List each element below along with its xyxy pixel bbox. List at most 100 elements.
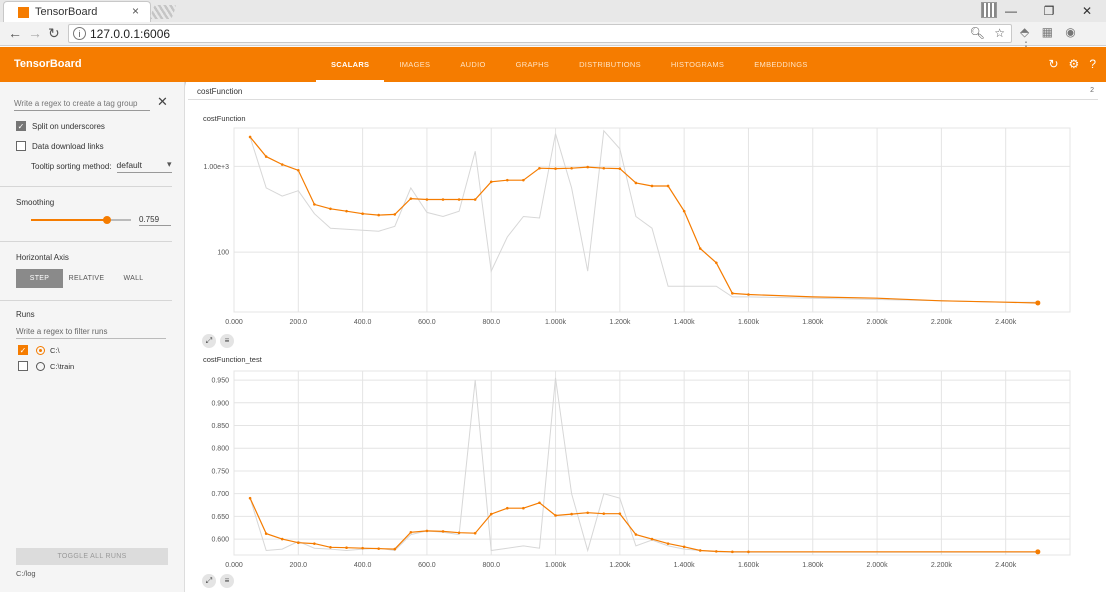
y-tick-label: 0.600 <box>211 537 229 544</box>
data-point <box>280 163 284 166</box>
reload-page-icon[interactable]: ↻ <box>48 25 60 41</box>
data-point <box>747 550 750 554</box>
smoothing-slider[interactable] <box>31 216 131 224</box>
data-point <box>409 197 413 200</box>
fullscreen-icon[interactable]: ⤢ <box>202 334 216 348</box>
profile-icon[interactable] <box>981 2 997 18</box>
tab-scalars[interactable]: SCALARS <box>316 47 385 82</box>
log-scale-toggle-icon[interactable]: ≡ <box>220 334 234 348</box>
tab-embeddings[interactable]: EMBEDDINGS <box>754 60 808 69</box>
browser-tab[interactable]: TensorBoard × <box>3 1 151 22</box>
reload-icon[interactable]: ↻ <box>1048 57 1059 71</box>
data-point <box>345 546 348 550</box>
x-tick-label: 800.0 <box>482 319 500 326</box>
cost-function-test-chart[interactable]: 0.000 200.0 400.0 600.0 800.0 1.000k 1.200k 1.4… <box>186 365 1076 570</box>
data-point <box>489 512 493 516</box>
data-point <box>522 178 525 182</box>
data-point <box>634 181 638 185</box>
data-point <box>297 541 300 545</box>
browser-toolbar: ← → ↻ i 127.0.0.1:6006 🔍︎ ☆ ⬘ ▦ ◉ ⋮ <box>0 22 1106 53</box>
info-icon[interactable]: i <box>73 27 86 40</box>
main-content: costFunction 2 costFunction 0.000 200.0 40… <box>186 82 1106 592</box>
zoom-icon[interactable]: 🔍︎ <box>969 26 985 40</box>
chart-title: costFunction <box>203 114 246 123</box>
new-tab-button[interactable] <box>149 5 177 19</box>
tab-images[interactable]: IMAGES <box>399 60 431 69</box>
run-radio[interactable] <box>36 361 45 371</box>
address-bar[interactable]: i 127.0.0.1:6006 🔍︎ ☆ <box>68 24 1012 43</box>
category-header[interactable]: costFunction 2 <box>188 86 1098 100</box>
run-item[interactable]: C:\train <box>18 361 74 371</box>
data-point <box>248 496 252 500</box>
data-point <box>602 166 606 170</box>
tab-distributions[interactable]: DISTRIBUTIONS <box>579 60 641 69</box>
smoothing-slider-knob[interactable] <box>102 216 111 224</box>
bookmark-star-icon[interactable]: ☆ <box>994 26 1005 40</box>
clear-regex-icon[interactable]: ✕ <box>157 94 168 109</box>
split-underscores-option[interactable]: ✓ Split on underscores <box>16 121 105 131</box>
data-point <box>1035 300 1041 306</box>
download-links-option[interactable]: Data download links <box>16 141 104 151</box>
url-text[interactable]: 127.0.0.1:6006 <box>90 27 171 41</box>
back-icon[interactable]: ← <box>8 25 22 41</box>
divider <box>0 186 172 187</box>
data-point <box>650 537 654 541</box>
run-checkbox[interactable]: ✓ <box>18 345 28 355</box>
cost-function-chart[interactable]: 0.000 200.0 400.0 600.0 800.0 1.000k 1.200k 1.4… <box>186 122 1076 327</box>
maximize-icon[interactable]: ❐ <box>1043 4 1055 18</box>
forward-icon[interactable]: → <box>28 25 42 41</box>
extension-puzzle-icon[interactable]: ⬘ <box>1020 25 1030 39</box>
smoothed-series-line <box>249 497 1038 553</box>
data-point <box>329 545 332 549</box>
data-point <box>457 198 461 201</box>
fullscreen-icon[interactable]: ⤢ <box>202 574 216 588</box>
data-point <box>554 167 557 170</box>
window-controls: — ❐ ✕ <box>992 0 1106 22</box>
x-tick-label: 1.000k <box>545 319 567 326</box>
minimize-icon[interactable]: — <box>1005 4 1017 18</box>
data-point <box>682 209 686 213</box>
x-tick-label: 200.0 <box>290 562 308 569</box>
axis-relative-button[interactable]: RELATIVE <box>68 275 105 282</box>
data-point <box>570 512 573 516</box>
run-item[interactable]: ✓ C:\ <box>18 345 60 355</box>
tag-regex-input[interactable] <box>14 97 150 111</box>
tab-histograms[interactable]: HISTOGRAMS <box>670 60 725 69</box>
data-point <box>473 198 477 201</box>
data-point <box>698 247 702 250</box>
log-scale-toggle-icon[interactable]: ≡ <box>220 574 234 588</box>
x-tick-label: 1.800k <box>802 319 824 326</box>
toggle-all-runs-button[interactable]: TOGGLE ALL RUNS <box>16 548 168 565</box>
tab-graphs[interactable]: GRAPHS <box>515 60 550 69</box>
data-point <box>393 213 397 216</box>
download-links-checkbox[interactable] <box>16 141 26 151</box>
extension-grid-icon[interactable]: ▦ <box>1041 25 1053 39</box>
run-filter-input[interactable]: Write a regex to filter runs <box>16 327 166 339</box>
run-radio[interactable] <box>36 345 45 355</box>
help-icon[interactable]: ? <box>1089 57 1096 71</box>
data-point <box>377 547 380 550</box>
data-point <box>264 155 268 158</box>
axis-wall-button[interactable]: WALL <box>123 275 144 282</box>
data-point <box>377 213 380 217</box>
x-tick-label: 1.000k <box>545 562 567 569</box>
run-checkbox[interactable] <box>18 361 28 371</box>
data-point <box>522 506 525 510</box>
data-point <box>506 178 509 182</box>
x-tick-label: 600.0 <box>418 562 436 569</box>
settings-icon[interactable]: ⚙ <box>1068 57 1080 71</box>
data-point <box>747 293 750 296</box>
axis-step-button[interactable]: STEP <box>16 269 63 288</box>
data-point <box>345 209 348 213</box>
data-point <box>248 135 252 139</box>
tab-audio[interactable]: AUDIO <box>460 60 486 69</box>
browser-tab-bar: TensorBoard × — ❐ ✕ <box>0 0 1106 22</box>
split-underscores-checkbox[interactable]: ✓ <box>16 121 26 131</box>
close-icon[interactable]: × <box>132 4 140 18</box>
smoothing-value-input[interactable]: 0.759 <box>139 215 171 226</box>
tooltip-sorting-select[interactable]: default <box>116 159 172 173</box>
data-point <box>554 514 557 517</box>
x-tick-label: 1.400k <box>674 562 696 569</box>
extension-eye-icon[interactable]: ◉ <box>1065 25 1076 39</box>
window-close-icon[interactable]: ✕ <box>1081 4 1093 18</box>
